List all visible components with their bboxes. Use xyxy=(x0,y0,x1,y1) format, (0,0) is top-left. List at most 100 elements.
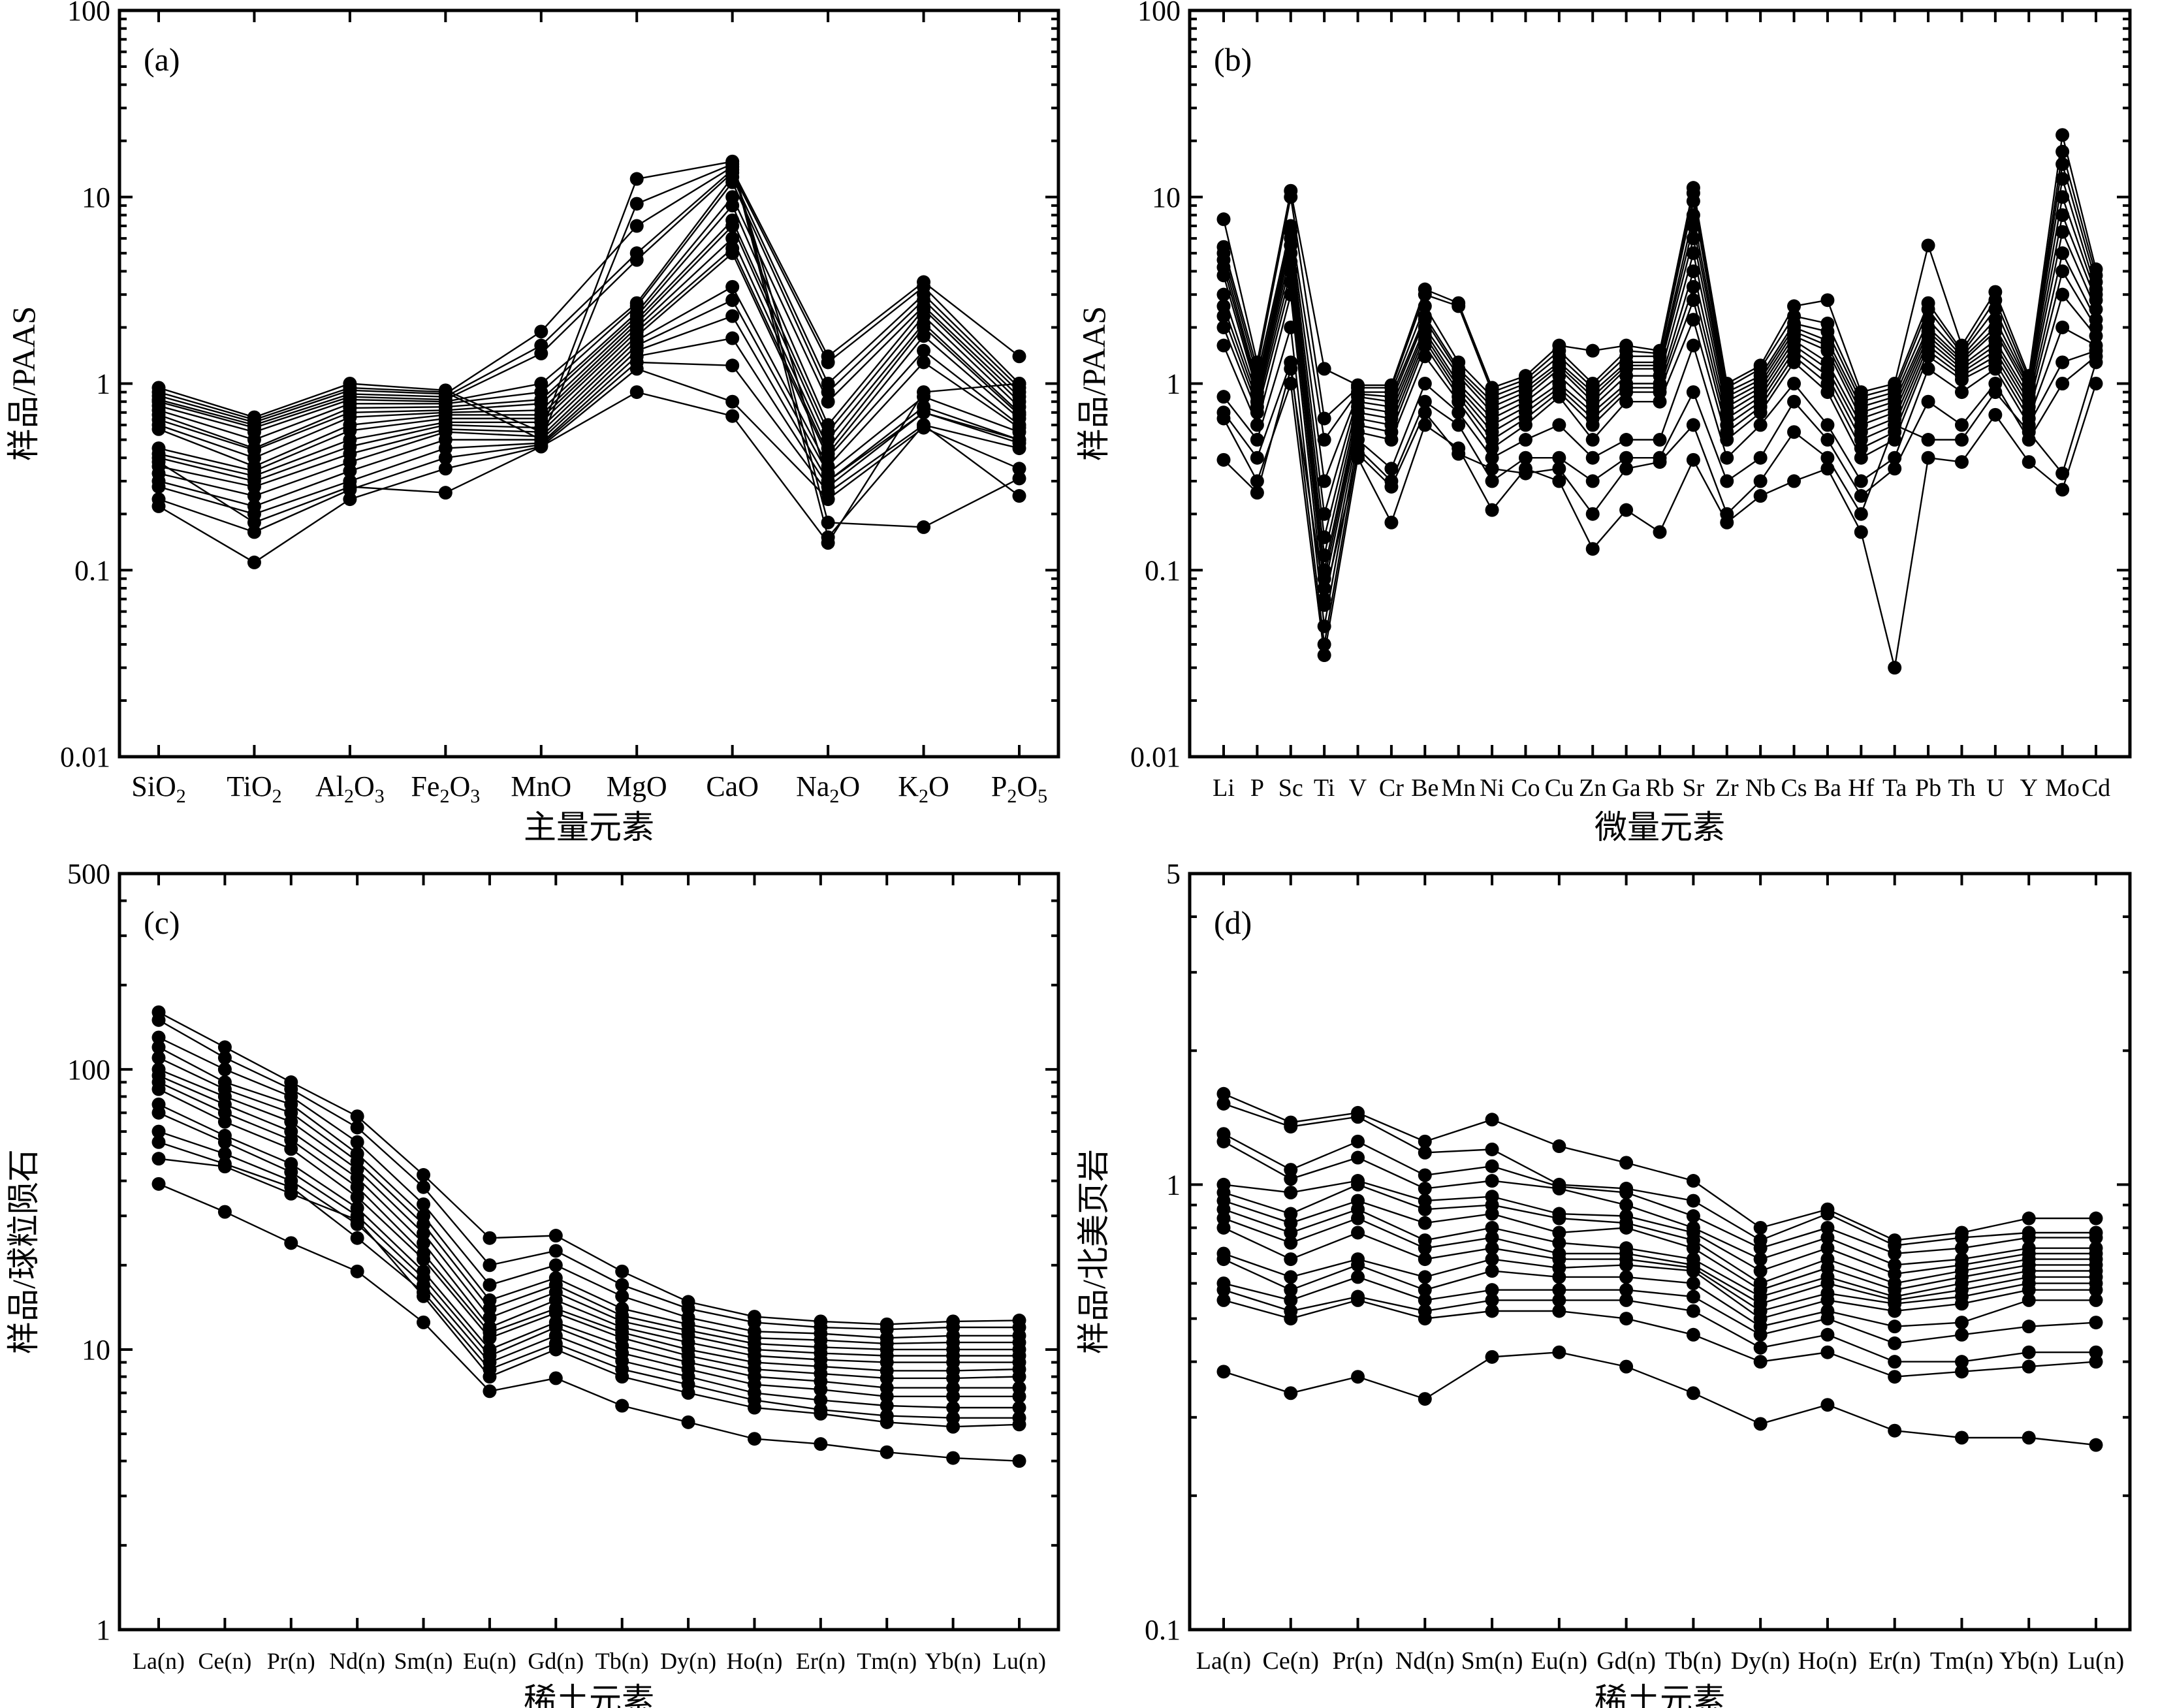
formula-subscript: 2 xyxy=(439,785,449,807)
data-point xyxy=(1012,1417,1026,1432)
x-tick-label: Sr xyxy=(1682,774,1704,802)
data-point xyxy=(1954,1241,1969,1256)
data-point xyxy=(1216,1283,1231,1297)
data-point xyxy=(438,462,452,476)
data-point xyxy=(946,1400,960,1415)
y-tick-label: 0.1 xyxy=(1145,554,1181,586)
data-point xyxy=(1250,451,1264,465)
formula-subscript: 2 xyxy=(272,785,282,807)
data-point xyxy=(1753,405,1768,420)
x-tick-label: Ti xyxy=(1314,774,1335,802)
data-point xyxy=(2089,302,2103,317)
data-point xyxy=(2022,1211,2036,1226)
y-tick-label: 1 xyxy=(1166,1169,1181,1201)
data-point xyxy=(1888,451,1902,465)
data-point xyxy=(1854,489,1868,503)
data-point xyxy=(1418,418,1432,432)
data-point xyxy=(1619,1198,1634,1212)
data-point xyxy=(1518,433,1532,447)
data-point xyxy=(2089,1211,2103,1226)
data-point xyxy=(151,1177,166,1191)
x-tick-label: Mo xyxy=(2045,774,2080,802)
data-point xyxy=(681,1415,695,1429)
data-point xyxy=(1585,418,1600,432)
data-point xyxy=(1012,1389,1026,1404)
data-point xyxy=(880,1371,894,1385)
data-point xyxy=(1351,1270,1365,1284)
data-point xyxy=(417,1289,431,1303)
data-point xyxy=(483,1258,497,1273)
data-point xyxy=(1820,462,1835,476)
series-line xyxy=(158,163,1020,539)
data-point xyxy=(1552,1139,1566,1154)
data-point xyxy=(2022,1283,2036,1297)
formula-subscript: 3 xyxy=(470,785,480,807)
data-point xyxy=(1351,1370,1365,1384)
data-point xyxy=(725,219,740,233)
x-tick-label: Rb xyxy=(1645,774,1674,802)
data-point xyxy=(247,515,261,530)
data-point xyxy=(1284,190,1298,204)
data-point xyxy=(1418,1241,1432,1256)
x-tick-label: Eu(n) xyxy=(463,1648,516,1674)
data-point xyxy=(1686,313,1700,327)
data-point xyxy=(151,1152,166,1166)
data-point xyxy=(1988,407,2003,422)
data-point xyxy=(1485,1283,1499,1297)
data-point xyxy=(725,309,740,323)
data-point xyxy=(1485,1159,1499,1173)
data-point xyxy=(1485,1293,1499,1307)
data-point xyxy=(1518,418,1532,432)
data-point xyxy=(1485,1264,1499,1278)
data-point xyxy=(1485,451,1499,465)
data-point xyxy=(629,219,644,233)
data-point xyxy=(1418,1134,1432,1148)
data-point xyxy=(1954,433,1969,447)
series-line xyxy=(158,247,1020,477)
x-tick-label: Er(n) xyxy=(1869,1647,1921,1675)
series-line xyxy=(158,1046,1019,1345)
y-tick-label: 10 xyxy=(1152,182,1181,214)
data-point xyxy=(1954,1231,1969,1245)
data-point xyxy=(1787,425,1801,439)
data-point xyxy=(1552,1226,1566,1240)
chart-panel-c: 500 100 10 1 La(n) Ce(n) Pr(n) Nd(n) Sm(n) Eu(n) G… xyxy=(5,858,1060,1708)
data-point xyxy=(1686,1276,1700,1291)
data-point xyxy=(1418,1181,1432,1195)
series-line xyxy=(1223,1093,2096,1241)
data-point xyxy=(1686,385,1700,400)
x-tick-label: Sc xyxy=(1278,774,1303,802)
formula-base: MgO xyxy=(607,770,667,802)
data-point xyxy=(1585,343,1600,358)
data-point xyxy=(814,1406,828,1421)
data-point xyxy=(1619,1293,1634,1307)
x-tick-label: Lu(n) xyxy=(2068,1647,2125,1675)
data-point xyxy=(151,1082,166,1096)
data-point xyxy=(1888,1423,1902,1438)
data-point xyxy=(1753,451,1768,465)
x-tick-label: Ho(n) xyxy=(726,1648,782,1674)
series-line xyxy=(158,1112,1019,1398)
data-point xyxy=(217,1135,232,1149)
x-tick-label: Cs xyxy=(1781,774,1807,802)
x-tick-label: Cd xyxy=(2082,774,2110,802)
series-line xyxy=(1223,1276,2097,1344)
x-tick-label: Sm(n) xyxy=(394,1648,453,1674)
data-point xyxy=(1820,433,1835,447)
chart-panel-d: 5 1 0.1 La(n) Ce(n) Pr(n) Nd(n) Sm(n) Eu(n) Gd(n)… xyxy=(1075,858,2132,1708)
data-point xyxy=(1619,1283,1634,1297)
data-point xyxy=(747,1432,761,1446)
data-point xyxy=(725,279,740,294)
data-point xyxy=(1888,1336,1902,1350)
series-line xyxy=(158,251,1020,482)
data-point xyxy=(343,464,357,478)
formula-subscript: 2 xyxy=(176,785,186,807)
data-point xyxy=(1585,542,1600,556)
data-point xyxy=(438,451,452,465)
data-point xyxy=(1988,362,2003,376)
data-point xyxy=(1954,1327,1969,1342)
x-tick-label: Zn xyxy=(1579,774,1606,802)
data-point xyxy=(534,439,548,454)
data-point xyxy=(1284,275,1298,289)
data-point xyxy=(217,1205,232,1219)
